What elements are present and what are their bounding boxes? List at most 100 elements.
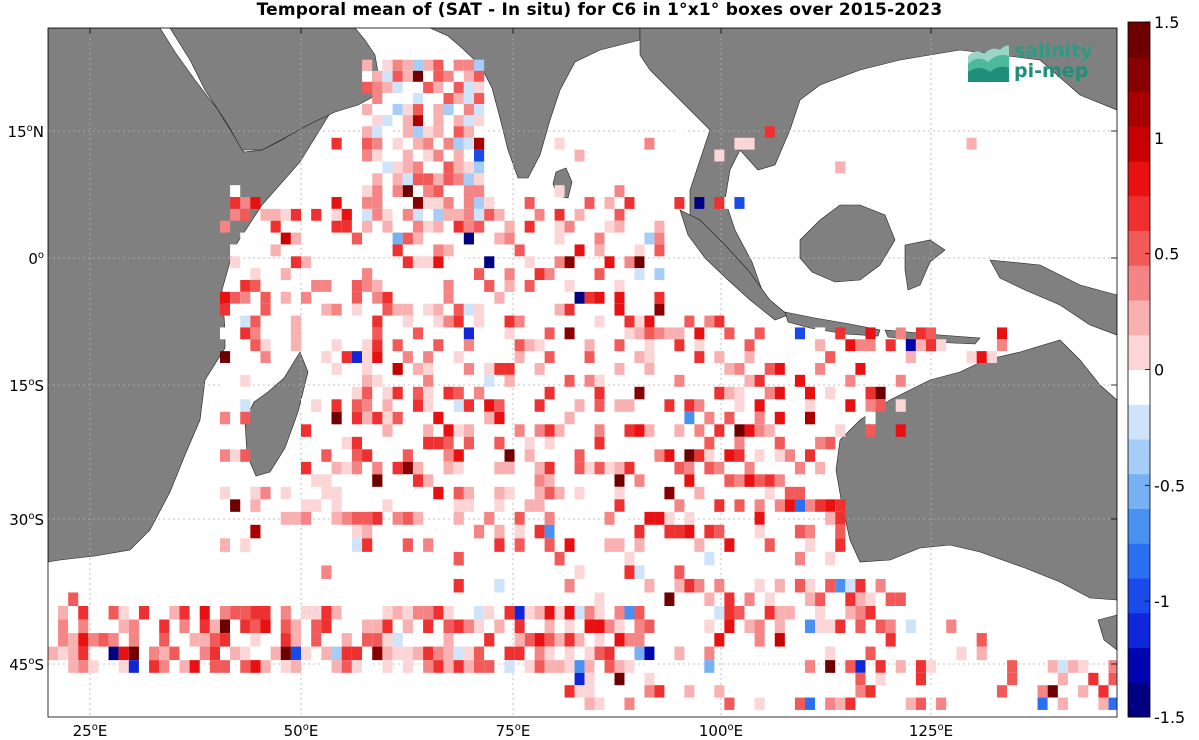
- grid-cell: [494, 646, 505, 661]
- grid-cell: [199, 633, 210, 647]
- grid-cell: [463, 92, 474, 105]
- grid-cell: [382, 291, 393, 304]
- lon-tick-label: 50oE: [284, 722, 319, 740]
- grid-cell: [634, 565, 645, 579]
- grid-cell: [412, 81, 424, 93]
- grid-cell: [463, 197, 474, 209]
- grid-cell: [423, 386, 434, 400]
- grid-cell: [494, 461, 505, 475]
- grid-cell: [654, 268, 665, 281]
- grid-cell: [1067, 660, 1079, 673]
- grid-cell: [402, 232, 413, 245]
- grid-cell: [825, 351, 836, 363]
- grid-cell: [554, 185, 565, 198]
- grid-cell: [524, 220, 535, 233]
- grid-cell: [199, 606, 210, 620]
- grid-cell: [463, 232, 474, 245]
- grid-cell: [885, 633, 896, 647]
- grid-cell: [58, 646, 69, 661]
- grid-cell: [128, 646, 139, 661]
- grid-cell: [704, 551, 715, 566]
- grid-cell: [865, 606, 876, 620]
- grid-cell: [1037, 685, 1048, 698]
- grid-cell: [815, 327, 826, 340]
- grid-cell: [644, 511, 655, 525]
- grid-cell: [392, 511, 403, 525]
- grid-cell: [219, 486, 231, 500]
- grid-cell: [433, 104, 444, 116]
- colorbar: 1.5 1 0.5 0 -0.5 -1 -1.5: [1127, 13, 1185, 727]
- grid-cell: [584, 351, 595, 363]
- grid-cell: [372, 185, 383, 198]
- grid-cell: [412, 646, 424, 661]
- grid-cell: [392, 244, 403, 257]
- grid-cell: [684, 411, 695, 425]
- grid-cell: [774, 436, 785, 450]
- grid-cell: [865, 424, 876, 437]
- grid-cell: [684, 474, 695, 487]
- grid-cell: [704, 592, 715, 606]
- grid-cell: [554, 424, 565, 437]
- grid-cell: [524, 256, 535, 269]
- grid-cell: [372, 461, 383, 475]
- grid-cell: [875, 399, 886, 412]
- grid-cell: [433, 185, 444, 198]
- grid-cell: [594, 173, 605, 186]
- grid-cell: [209, 660, 220, 673]
- grid-cell: [534, 339, 545, 352]
- grid-cell: [219, 220, 231, 233]
- grid-cell: [724, 606, 735, 620]
- grid-cell: [88, 660, 99, 673]
- grid-cell: [402, 149, 413, 162]
- grid-cell: [58, 619, 69, 634]
- colorbar-label: -1: [1154, 592, 1170, 611]
- grid-cell: [794, 327, 805, 340]
- grid-cell: [78, 646, 89, 661]
- grid-cell: [453, 59, 464, 71]
- grid-cell: [694, 538, 705, 552]
- grid-cell: [1078, 697, 1089, 710]
- grid-cell: [504, 315, 515, 328]
- grid-cell: [372, 197, 383, 209]
- grid-cell: [463, 499, 474, 512]
- grid-cell: [724, 461, 735, 475]
- grid-cell: [584, 197, 595, 209]
- grid-cell: [714, 578, 725, 593]
- grid-cell: [644, 424, 655, 437]
- grid-cell: [412, 461, 424, 475]
- grid-cell: [68, 619, 79, 634]
- grid-cell: [453, 486, 464, 500]
- grid-cell: [280, 208, 291, 221]
- grid-cell: [402, 646, 413, 661]
- grid-cell: [624, 551, 635, 566]
- grid-cell: [524, 280, 535, 292]
- grid-cell: [544, 386, 555, 400]
- grid-cell: [734, 137, 745, 150]
- grid-cell: [534, 268, 545, 281]
- grid-cell: [875, 578, 886, 593]
- grid-cell: [584, 291, 595, 304]
- grid-cell: [402, 474, 413, 487]
- grid-cell: [473, 197, 485, 209]
- grid-cell: [744, 374, 755, 387]
- colorbar-label: -1.5: [1154, 708, 1185, 727]
- grid-cell: [260, 291, 271, 304]
- grid-cell: [724, 449, 735, 462]
- grid-cell: [504, 268, 515, 281]
- grid-cell: [473, 386, 485, 400]
- grid-cell: [504, 232, 515, 245]
- grid-cell: [674, 197, 685, 209]
- grid-cell: [402, 660, 413, 673]
- grid-cell: [494, 524, 505, 539]
- grid-cell: [331, 606, 342, 620]
- grid-cell: [764, 449, 775, 462]
- grid-cell: [260, 486, 271, 500]
- grid-cell: [219, 619, 231, 634]
- grid-cell: [1047, 697, 1058, 710]
- grid-cell: [453, 449, 464, 462]
- grid-cell: [270, 220, 281, 233]
- grid-cell: [433, 173, 444, 186]
- grid-cell: [754, 499, 765, 512]
- grid-cell: [504, 486, 515, 500]
- grid-cell: [895, 592, 906, 606]
